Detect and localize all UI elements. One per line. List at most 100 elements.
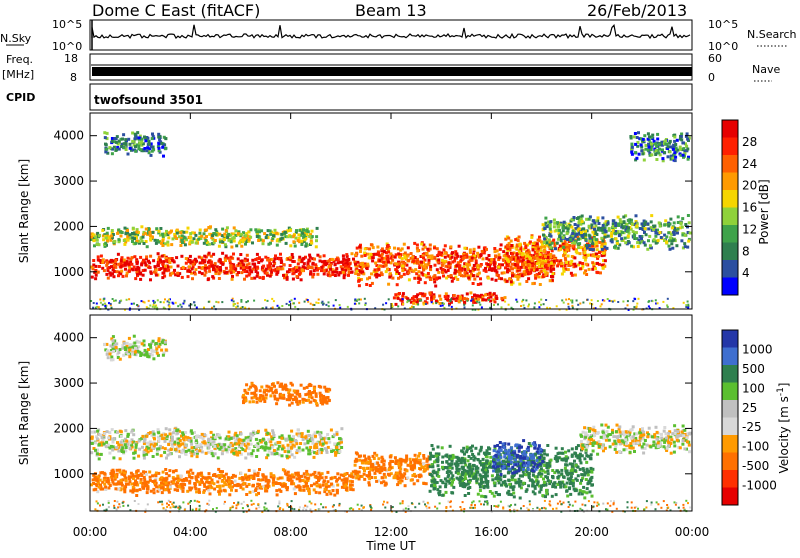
- power-cell: [424, 281, 427, 284]
- power-cell: [427, 256, 430, 259]
- power-cell: [219, 269, 222, 272]
- power-cell: [576, 300, 578, 302]
- velocity-cell: [131, 429, 134, 432]
- velocity-cell: [128, 447, 131, 450]
- power-cell: [631, 146, 634, 149]
- power-cell: [408, 278, 411, 281]
- power-cell: [298, 229, 301, 232]
- power-cell: [253, 263, 256, 266]
- velocity-cell: [337, 442, 340, 445]
- power-cell: [347, 306, 349, 308]
- power-cell: [476, 301, 478, 303]
- velocity-cell: [219, 436, 222, 439]
- power-cell: [347, 274, 350, 277]
- velocity-cell: [288, 435, 291, 438]
- power-cell: [360, 255, 363, 258]
- power-cell: [469, 248, 472, 251]
- velocity-cell: [174, 488, 177, 491]
- power-plot-area: [90, 113, 692, 309]
- power-cell: [298, 302, 300, 304]
- power-cell: [637, 238, 640, 241]
- velocity-cell: [143, 451, 146, 454]
- velocity-cell: [223, 443, 226, 446]
- power-cell: [575, 250, 578, 253]
- power-cell: [219, 259, 222, 262]
- power-cell: [256, 275, 259, 278]
- power-cell: [256, 235, 259, 238]
- velocity-cell: [281, 444, 284, 447]
- power-cell: [437, 253, 440, 256]
- power-cell: [305, 242, 308, 245]
- power-cell: [481, 306, 483, 308]
- velocity-cell: [104, 486, 107, 489]
- power-cell: [154, 239, 157, 242]
- power-cell: [516, 245, 519, 248]
- velocity-cell: [170, 448, 173, 451]
- power-cell: [105, 148, 108, 151]
- colorbar-swatch: [722, 260, 738, 278]
- velocity-cell: [217, 474, 220, 477]
- velocity-cell: [131, 473, 134, 476]
- power-cell: [113, 137, 116, 140]
- velocity-cell: [111, 478, 114, 481]
- velocity-cell: [319, 485, 322, 488]
- power-cell: [501, 306, 503, 308]
- power-cell: [521, 253, 524, 256]
- power-cell: [164, 265, 167, 268]
- power-cell: [358, 279, 361, 282]
- power-cell: [426, 297, 429, 300]
- power-cell: [422, 256, 425, 259]
- power-cell: [359, 250, 362, 253]
- velocity-cell: [160, 454, 163, 457]
- power-cell: [386, 258, 389, 261]
- power-cell: [107, 227, 110, 230]
- power-cell: [381, 257, 384, 260]
- power-cell: [116, 232, 119, 235]
- power-cell: [297, 233, 300, 236]
- velocity-cell: [162, 471, 165, 474]
- power-cell: [401, 247, 404, 250]
- velocity-cell: [98, 486, 101, 489]
- power-cell: [473, 278, 476, 281]
- power-cell: [566, 243, 569, 246]
- velocity-cell: [94, 449, 97, 452]
- power-cell: [289, 244, 292, 247]
- power-cell: [584, 234, 587, 237]
- power-cell: [104, 303, 106, 305]
- power-cell: [298, 256, 301, 259]
- velocity-cell: [317, 472, 320, 475]
- velocity-cell: [336, 472, 339, 475]
- velocity-cell: [297, 485, 300, 488]
- velocity-cell: [222, 484, 225, 487]
- power-cell: [683, 242, 686, 245]
- velocity-cell: [285, 438, 288, 441]
- power-cell: [146, 146, 149, 149]
- power-cell: [131, 236, 134, 239]
- power-cell: [95, 274, 98, 277]
- velocity-cell: [180, 450, 183, 453]
- velocity-cell: [308, 449, 311, 452]
- velocity-cell: [330, 477, 333, 480]
- power-cell: [383, 250, 386, 253]
- power-cell: [214, 239, 217, 242]
- power-cell: [488, 299, 490, 301]
- power-cell: [545, 299, 547, 301]
- power-cell: [429, 244, 432, 247]
- power-cell: [166, 241, 169, 244]
- velocity-cell: [292, 476, 295, 479]
- power-cell: [141, 300, 143, 302]
- power-cell: [347, 265, 350, 268]
- power-cell: [472, 282, 475, 285]
- power-cell: [473, 248, 476, 251]
- power-cell: [382, 304, 384, 306]
- velocity-cell: [221, 470, 224, 473]
- velocity-cell: [248, 447, 251, 450]
- velocity-cell: [311, 438, 314, 441]
- velocity-cell: [125, 479, 128, 482]
- power-cell: [598, 222, 601, 225]
- power-cell: [601, 240, 604, 243]
- power-cell: [555, 229, 558, 232]
- power-cell: [401, 295, 404, 298]
- power-cell: [687, 301, 689, 303]
- power-cell: [342, 254, 345, 257]
